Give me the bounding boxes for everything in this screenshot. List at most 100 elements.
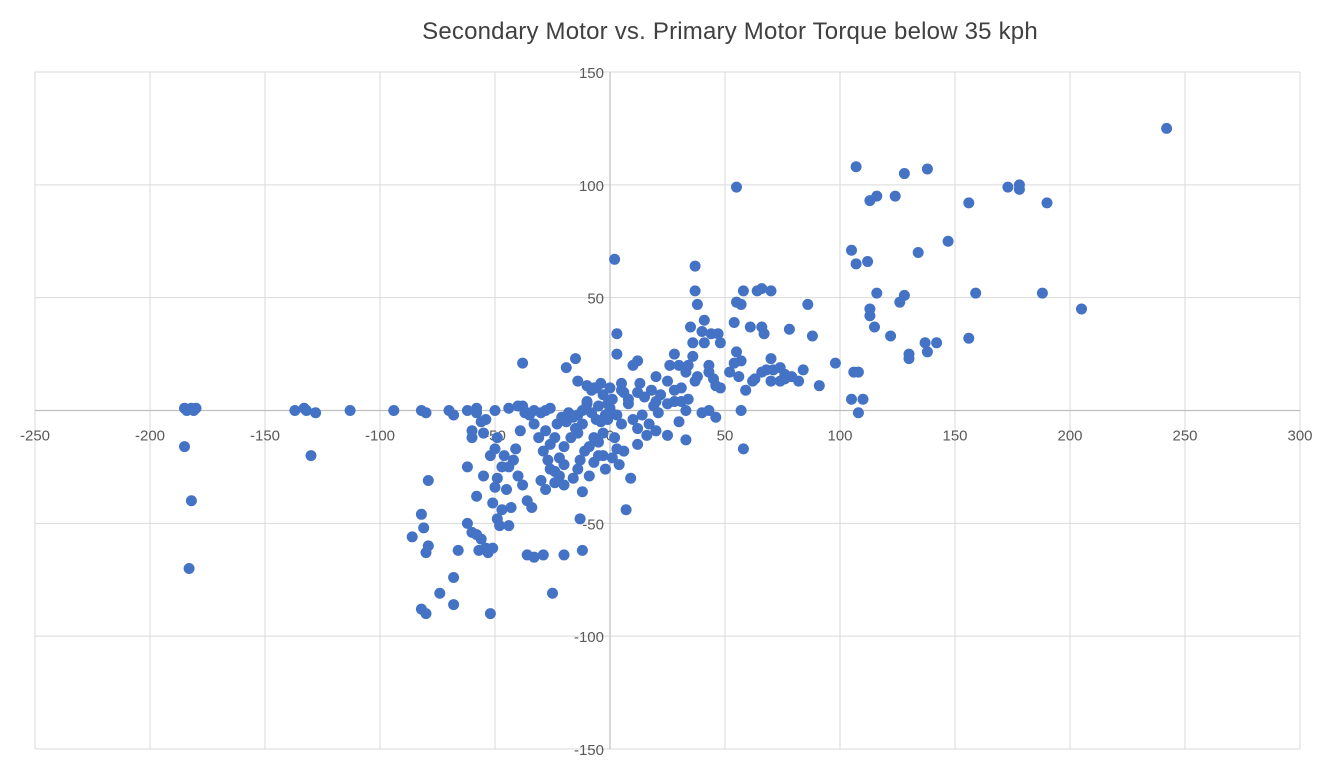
data-point bbox=[919, 337, 931, 349]
data-point bbox=[452, 544, 464, 556]
data-point bbox=[581, 395, 593, 407]
data-point bbox=[461, 461, 473, 473]
data-point bbox=[604, 402, 616, 414]
data-point bbox=[691, 371, 703, 383]
data-point bbox=[480, 414, 492, 426]
y-tick-label: -100 bbox=[574, 629, 604, 646]
data-point bbox=[636, 409, 648, 421]
data-point bbox=[406, 531, 418, 543]
data-point bbox=[852, 407, 864, 419]
data-point bbox=[588, 382, 600, 394]
data-point bbox=[1161, 122, 1173, 134]
data-point bbox=[963, 197, 975, 209]
data-point bbox=[289, 405, 301, 416]
data-point bbox=[505, 502, 517, 514]
data-point bbox=[609, 432, 621, 444]
data-point bbox=[544, 463, 556, 475]
data-point bbox=[885, 330, 897, 342]
data-point bbox=[420, 407, 432, 419]
data-point bbox=[921, 346, 933, 358]
x-tick-label: 250 bbox=[1172, 428, 1197, 445]
data-point bbox=[471, 402, 483, 414]
data-point bbox=[846, 393, 857, 405]
data-point bbox=[698, 314, 710, 326]
data-point bbox=[758, 328, 770, 340]
data-point bbox=[735, 298, 747, 310]
data-point bbox=[894, 296, 906, 308]
data-point bbox=[528, 551, 540, 563]
data-point bbox=[574, 454, 586, 466]
data-point bbox=[864, 310, 876, 322]
data-point bbox=[931, 337, 943, 349]
data-point bbox=[553, 470, 565, 482]
data-point bbox=[689, 285, 701, 297]
data-point bbox=[613, 459, 625, 471]
data-point bbox=[415, 508, 427, 520]
data-point bbox=[514, 425, 526, 437]
data-point bbox=[422, 474, 434, 486]
data-point bbox=[484, 608, 496, 620]
data-point bbox=[572, 375, 584, 387]
data-point bbox=[609, 253, 621, 265]
data-point bbox=[689, 260, 701, 272]
data-point bbox=[698, 337, 710, 349]
data-point bbox=[471, 490, 483, 502]
data-point bbox=[731, 181, 742, 193]
data-point bbox=[691, 298, 703, 310]
data-point bbox=[528, 418, 540, 430]
data-point bbox=[535, 474, 547, 486]
data-point bbox=[622, 398, 634, 410]
data-point bbox=[710, 380, 722, 392]
axes bbox=[35, 72, 1300, 749]
data-point bbox=[857, 393, 869, 405]
data-point bbox=[714, 337, 726, 349]
data-point bbox=[526, 502, 538, 514]
y-tick-label: 100 bbox=[579, 178, 604, 195]
data-point bbox=[673, 416, 685, 428]
data-point bbox=[634, 377, 646, 389]
data-point bbox=[388, 405, 400, 416]
data-point bbox=[846, 244, 857, 256]
data-point bbox=[662, 429, 673, 441]
data-point bbox=[963, 332, 975, 344]
data-point bbox=[466, 526, 478, 538]
data-point bbox=[898, 168, 910, 180]
data-point bbox=[696, 326, 708, 338]
data-point bbox=[540, 483, 552, 495]
data-point bbox=[680, 405, 692, 416]
x-tick-label: -100 bbox=[365, 428, 395, 445]
data-point bbox=[461, 405, 473, 416]
data-point bbox=[491, 472, 503, 484]
data-point bbox=[190, 402, 202, 414]
data-point bbox=[434, 587, 446, 599]
data-point bbox=[558, 441, 570, 453]
data-point bbox=[544, 402, 556, 414]
data-point bbox=[501, 483, 512, 495]
data-point bbox=[420, 547, 432, 559]
data-point bbox=[574, 513, 586, 525]
data-point bbox=[558, 459, 570, 471]
data-point bbox=[765, 375, 777, 387]
data-point bbox=[680, 434, 692, 446]
data-point bbox=[903, 353, 915, 365]
data-point bbox=[806, 330, 818, 342]
data-point bbox=[179, 441, 190, 453]
data-point bbox=[737, 443, 749, 455]
data-point bbox=[494, 520, 506, 532]
data-point bbox=[599, 463, 611, 475]
data-point bbox=[593, 436, 604, 448]
data-point bbox=[733, 371, 745, 383]
data-point bbox=[185, 495, 197, 507]
data-point bbox=[687, 337, 699, 349]
data-point bbox=[869, 321, 880, 333]
data-point bbox=[765, 353, 777, 365]
data-point bbox=[498, 450, 510, 462]
data-point bbox=[650, 425, 662, 437]
data-point bbox=[942, 235, 954, 247]
data-point bbox=[478, 470, 489, 482]
data-point bbox=[802, 298, 814, 310]
data-point bbox=[542, 454, 554, 466]
data-point bbox=[604, 382, 616, 394]
data-point bbox=[478, 427, 489, 439]
data-point bbox=[551, 418, 563, 430]
